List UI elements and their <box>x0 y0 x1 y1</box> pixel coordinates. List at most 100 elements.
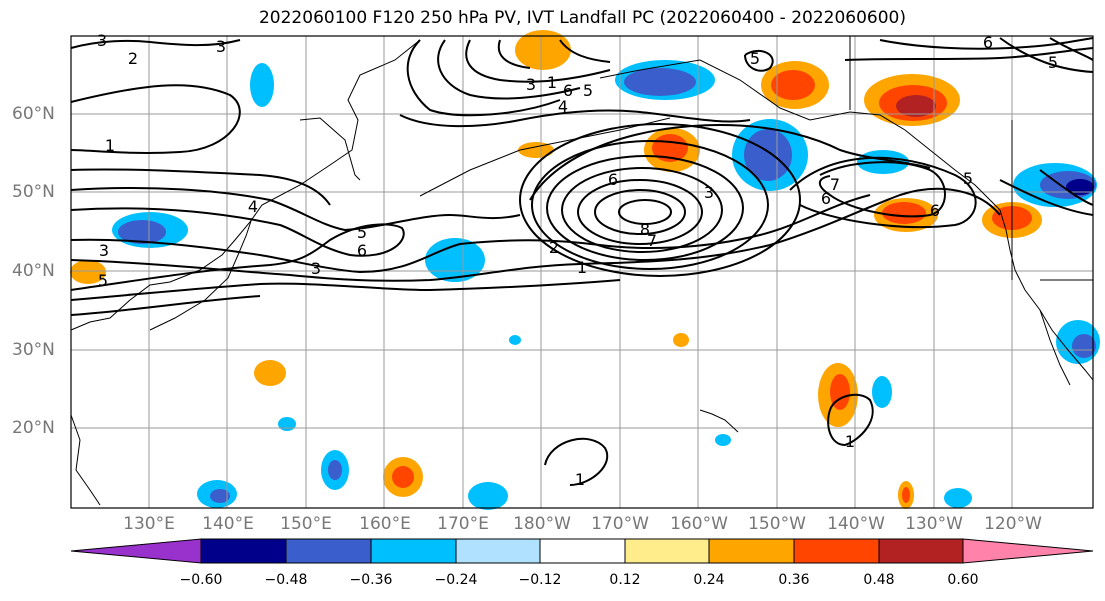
anomaly-blob <box>1066 179 1094 195</box>
colorbar-segment <box>708 538 795 564</box>
colorbar-segment <box>285 538 372 564</box>
colorbar-segment <box>878 538 964 564</box>
contour-label: 5 <box>963 169 973 188</box>
anomaly-blob <box>392 466 414 488</box>
anomaly-blob <box>944 488 972 508</box>
colorbar-tick-label: 0.24 <box>693 572 725 588</box>
colorbar-segment <box>793 538 880 564</box>
contour-label: 6 <box>983 33 993 52</box>
lon-label: 170°W <box>591 514 649 534</box>
contour-ring <box>531 140 769 270</box>
anomaly-blob <box>744 129 792 181</box>
contour-label: 1 <box>547 73 557 92</box>
contour-line <box>999 179 1094 216</box>
contour-line <box>544 438 609 486</box>
contour-ring <box>577 179 703 245</box>
anomaly-blob <box>1072 334 1096 358</box>
contour-line <box>70 194 871 274</box>
contour-label: 5 <box>98 271 108 290</box>
contour-label: 5 <box>750 49 760 68</box>
anomaly-blob <box>715 434 731 446</box>
colorbar-tick-label: −0.24 <box>434 572 478 588</box>
contour-line <box>818 161 946 218</box>
contour-line <box>879 37 1094 50</box>
contour-line <box>70 84 241 154</box>
lat-label: 60°N <box>12 104 55 124</box>
contour-label: 6 <box>608 170 618 189</box>
anomaly-blob <box>673 333 689 347</box>
colorbar-tick-label: −0.48 <box>264 572 308 588</box>
contour-label: 4 <box>248 197 258 216</box>
colorbar-segment <box>455 538 541 564</box>
anomaly-blob <box>771 70 815 100</box>
contour-label: 3 <box>704 183 714 202</box>
contour-label: 1 <box>105 136 115 155</box>
contour-line <box>406 39 561 117</box>
anomaly-blob <box>70 260 106 284</box>
lon-label: 140°E <box>202 514 254 534</box>
colorbar-tick-label: −0.12 <box>518 572 562 588</box>
lon-label: 130°W <box>905 514 963 534</box>
contour-ring <box>519 123 801 277</box>
contour-line <box>1039 169 1094 206</box>
contour-label: 6 <box>821 189 831 208</box>
anomaly-blob <box>902 487 910 503</box>
contour-ring <box>618 199 672 225</box>
contour-label: 3 <box>97 31 107 50</box>
lon-label: 170°E <box>437 514 489 534</box>
positive-anomaly-shading <box>70 30 1042 509</box>
anomaly-blob <box>872 376 892 408</box>
anomaly-blob <box>896 95 936 117</box>
lat-label: 40°N <box>12 261 55 281</box>
anomaly-blob <box>515 30 571 70</box>
contour-line <box>70 187 1001 282</box>
contour-label: 3 <box>99 241 109 260</box>
colorbar-tick-label: −0.60 <box>179 572 223 588</box>
anomaly-blob <box>118 220 166 244</box>
anomaly-blob <box>210 489 230 503</box>
contour-line <box>559 39 611 63</box>
lat-label: 50°N <box>12 182 55 202</box>
lon-label: 160°W <box>670 514 728 534</box>
lon-label: 180°W <box>513 514 571 534</box>
anomaly-blob <box>882 202 926 224</box>
contour-label: 5 <box>357 223 367 242</box>
hawaii-islands <box>699 409 739 433</box>
pacific-islands-west <box>70 414 101 506</box>
contour-ring <box>594 189 686 235</box>
contour-label: 2 <box>549 238 559 257</box>
contour-label: 3 <box>526 75 536 94</box>
colorbar-tick-label: −0.36 <box>349 572 393 588</box>
colorbar-tick-label: 0.60 <box>947 572 979 588</box>
lon-label: 150°W <box>748 514 806 534</box>
coastlines <box>70 36 1094 506</box>
colorbar-tick-label: 0.48 <box>863 572 895 588</box>
colorbar-segment <box>624 538 710 564</box>
contour-line <box>465 39 611 83</box>
colorbar-segment <box>539 538 626 564</box>
contour-label: 7 <box>830 175 840 194</box>
contour-label: 6 <box>357 241 367 260</box>
lat-label: 30°N <box>12 340 55 360</box>
baja-coast <box>1039 309 1071 386</box>
japan-coast <box>149 217 253 331</box>
canada-border <box>849 36 1093 281</box>
alaska-coast <box>599 59 1001 211</box>
colorbar-tick-label: 0.36 <box>778 572 810 588</box>
contour-line <box>789 156 977 229</box>
contour-ring <box>546 155 744 261</box>
anomaly-blob <box>328 460 342 480</box>
contour-line <box>70 279 621 301</box>
anomaly-blob <box>624 68 696 96</box>
contour-label: 8 <box>640 220 650 239</box>
lon-label: 150°E <box>280 514 332 534</box>
contour-label: 5 <box>583 81 593 100</box>
chart-title: 2022060100 F120 250 hPa PV, IVT Landfall… <box>258 8 906 28</box>
colorbar-extend-low <box>70 538 202 564</box>
colorbar-tick-label: 0.12 <box>609 572 641 588</box>
contour-line <box>149 39 241 47</box>
contour-label: 3 <box>311 259 321 278</box>
contour-line <box>399 109 751 128</box>
asia-coast <box>70 39 421 331</box>
contour-label: 3 <box>216 37 226 56</box>
